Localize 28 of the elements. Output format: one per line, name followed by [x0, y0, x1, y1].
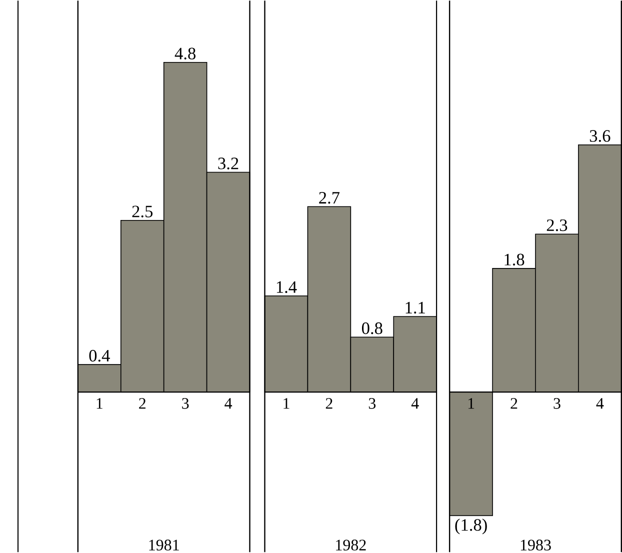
x-tick-label: 3: [368, 398, 376, 409]
x-tick-label: 1: [284, 398, 290, 409]
x-tick-label: 3: [554, 398, 560, 409]
data-label: 1.4: [276, 281, 297, 294]
data-label: 0.8: [362, 322, 382, 334]
x-axis-title: 1983: [520, 540, 551, 551]
x-tick-label: 2: [139, 398, 146, 409]
bar: [449, 392, 493, 516]
data-label: 2.5: [132, 206, 153, 218]
data-label: 1.1: [406, 302, 425, 314]
x-tick-label: 2: [510, 398, 518, 409]
data-label: 1.8: [504, 254, 524, 266]
data-label: 0.4: [89, 350, 110, 362]
x-tick-label: 4: [411, 398, 419, 409]
x-tick-label: 4: [224, 398, 232, 409]
data-label: 4.8: [174, 48, 196, 60]
data-label: 3.6: [590, 130, 610, 142]
data-label: 2.7: [319, 192, 340, 204]
x-axis-title: 1982: [336, 540, 366, 551]
data-label: (1.8): [455, 518, 487, 534]
x-axis-title: 1981: [149, 540, 179, 551]
x-tick-label: 1: [468, 398, 474, 409]
x-tick-label: 2: [326, 398, 332, 409]
x-tick-label: 3: [182, 398, 189, 409]
data-label: 2.3: [546, 220, 568, 232]
data-label: 3.2: [218, 158, 238, 170]
x-tick-label: 1: [96, 398, 102, 409]
x-tick-label: 4: [596, 398, 604, 409]
